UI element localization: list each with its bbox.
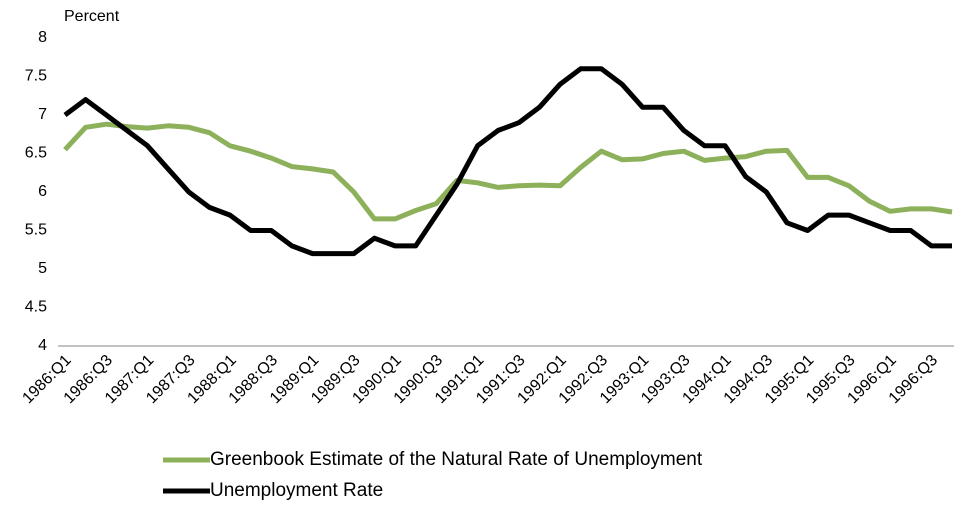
y-tick-label: 7 [38,106,47,123]
series-line [63,121,953,222]
series-line [63,66,952,257]
y-tick-label: 4.5 [25,299,47,316]
legend-label: Unemployment Rate [210,480,383,501]
y-tick-label: 6.5 [25,145,47,162]
y-tick-label: 4 [38,337,47,354]
y-axis-label: Percent [64,8,120,25]
y-tick-label: 8 [38,29,47,46]
y-tick-label: 7.5 [25,68,47,85]
legend-label: Greenbook Estimate of the Natural Rate o… [210,449,703,470]
y-tick-label: 5.5 [25,222,47,239]
y-tick-label: 5 [38,260,47,277]
y-tick-label: 6 [38,183,47,200]
